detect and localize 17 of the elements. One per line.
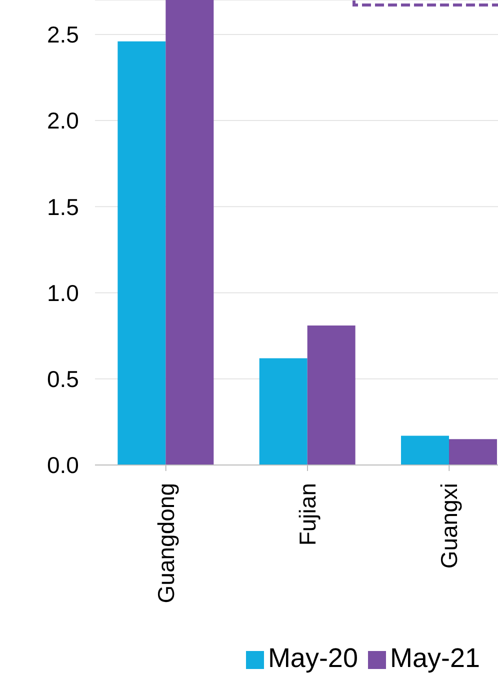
bar xyxy=(259,358,308,465)
bar xyxy=(401,436,449,465)
x-tick-label: Guangxi xyxy=(436,483,462,569)
y-tick-label: 0.0 xyxy=(47,452,79,478)
bar xyxy=(449,439,497,465)
y-tick-label: 2.0 xyxy=(47,108,79,134)
bar xyxy=(118,41,166,465)
bar xyxy=(166,0,214,465)
y-tick-label: 2.5 xyxy=(47,22,79,48)
legend-label: May-21 xyxy=(390,643,480,673)
legend-label: May-20 xyxy=(268,643,358,673)
x-tick-label: Guangdong xyxy=(152,483,179,604)
y-tick-label: 0.5 xyxy=(47,366,79,392)
y-tick-label: 1.0 xyxy=(47,280,79,306)
x-tick-label: Fujian xyxy=(294,483,320,546)
bar xyxy=(307,326,356,465)
y-tick-label: 1.5 xyxy=(47,194,79,220)
